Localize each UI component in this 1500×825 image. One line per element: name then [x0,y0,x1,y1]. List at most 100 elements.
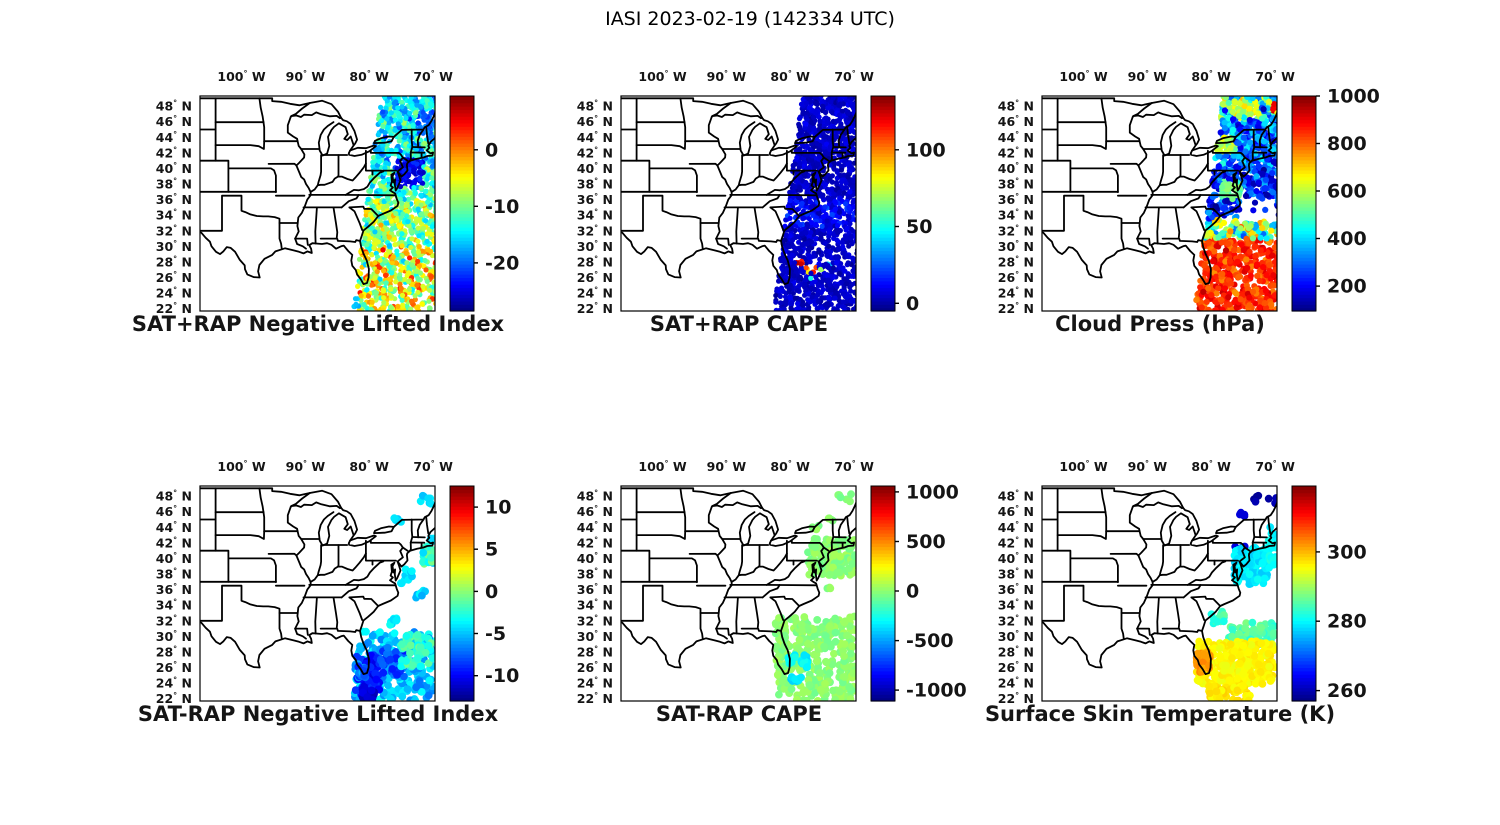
lat-tick-label: 48° N [577,489,613,504]
lon-tick-label: 80° W [349,69,389,84]
us-state-borders [1042,487,1277,675]
lat-tick-label: 30° N [998,239,1034,254]
lat-tick-label: 28° N [577,254,613,269]
colorbar-frame [1291,485,1317,702]
lat-tick-label: 26° N [577,270,613,285]
lat-tick-label: 26° N [577,660,613,675]
lat-tick-label: 38° N [156,177,192,192]
lat-tick-label: 38° N [998,567,1034,582]
us-state-borders [621,97,856,285]
map-frame [620,485,857,702]
panel-sat-plus-rap-nli: 100° W 90° W 80° W 70° W 48° N 46° N 44° N 42° … [132,56,560,356]
sat-minus-rap-nli-map: 100° W 90° W 80° W 70° W 48° N46° N44° N42° … [156,459,520,706]
lat-tick-label: 24° N [156,286,192,301]
lat-tick-label: 48° N [156,489,192,504]
lon-tick-label: 70° W [1255,459,1295,474]
colorbar-tick-label: -500 [906,630,954,652]
colorbar-tick-label: 1000 [1327,86,1380,108]
colorbar-tick-label: 10 [485,497,511,519]
sat-plus-rap-nli-map: 100° W 90° W 80° W 70° W 48° N46° N44° N42° … [156,69,520,316]
lat-tick-label: 24° N [156,676,192,691]
lat-tick-label: 24° N [577,676,613,691]
figure-title: IASI 2023-02-19 (142334 UTC) [605,8,895,30]
colorbar-tick-label: 100 [906,139,946,161]
lat-tick-label: 28° N [577,644,613,659]
lat-tick-label: 36° N [156,192,192,207]
lon-tick-label: 80° W [1191,69,1231,84]
panel-title-sat-minus-rap-cape: SAT-RAP CAPE [655,702,823,726]
lat-tick-label: 34° N [577,598,613,613]
colorbar-tick-label: 300 [1327,541,1367,563]
lat-tick-label: 38° N [577,567,613,582]
colorbar-tick-label: 5 [485,539,498,561]
map-frame [1041,95,1278,312]
lat-tick-label: 38° N [998,177,1034,192]
lat-tick-label: 44° N [998,520,1034,535]
colorbar-frame [449,485,475,702]
us-state-borders [1042,97,1277,285]
colorbar-tick-label: 600 [1327,181,1367,203]
lat-tick-label: 30° N [156,239,192,254]
lat-tick-label: 28° N [156,644,192,659]
sat-minus-rap-cape-map: 100° W 90° W 80° W 70° W 48° N46° N44° N42° … [577,459,967,706]
lat-tick-label: 36° N [998,582,1034,597]
panel-sat-minus-rap-cape: 100° W 90° W 80° W 70° W 48° N 46° N 44° N 42° … [561,446,981,746]
panel-title-cloud-press: Cloud Press (hPa) [1055,312,1265,336]
lat-tick-label: 42° N [577,145,613,160]
colorbar-tick-label: 200 [1327,276,1367,298]
lat-tick-label: 48° N [998,99,1034,114]
colorbar-tick-label: 1000 [906,481,959,503]
lat-tick-label: 22° N [577,691,613,706]
lat-tick-label: 26° N [998,660,1034,675]
lat-tick-label: 24° N [998,286,1034,301]
lat-tick-label: 46° N [998,114,1034,129]
lat-tick-label: 24° N [577,286,613,301]
lat-tick-label: 40° N [577,161,613,176]
lat-tick-label: 32° N [156,613,192,628]
lat-tick-label: 44° N [577,130,613,145]
panel-title-sat-minus-rap-nli: SAT-RAP Negative Lifted Index [137,702,499,726]
lat-tick-label: 38° N [577,177,613,192]
lon-tick-label: 90° W [1128,459,1168,474]
lat-tick-label: 26° N [156,660,192,675]
lat-tick-label: 40° N [156,161,192,176]
map-frame [620,95,857,312]
lat-tick-label: 22° N [156,691,192,706]
panel-title-sat-plus-rap-cape: SAT+RAP CAPE [649,312,829,336]
lon-tick-label: 100° W [1059,459,1107,474]
lat-tick-label: 34° N [998,598,1034,613]
lon-tick-label: 90° W [286,69,326,84]
data-dots [1193,96,1277,311]
lon-tick-label: 80° W [770,459,810,474]
lat-tick-label: 28° N [998,644,1034,659]
lat-tick-label: 46° N [577,504,613,519]
colorbar-frame [1291,95,1317,312]
cloud-press-map: 100° W 90° W 80° W 70° W 48° N46° N44° N42° … [998,69,1380,316]
lat-tick-label: 36° N [577,582,613,597]
map-frame [199,95,436,312]
lat-tick-label: 34° N [577,208,613,223]
colorbar-tick-label: 500 [906,531,946,553]
colorbar-tick-label: 0 [906,293,919,315]
lat-tick-label: 44° N [577,520,613,535]
panel-cloud-press: 100° W 90° W 80° W 70° W 48° N 46° N 44° N 42° … [982,56,1402,356]
lat-tick-label: 42° N [577,535,613,550]
lat-tick-label: 42° N [156,535,192,550]
panel-title-surface-skin-temp: Surface Skin Temperature (K) [984,702,1336,726]
lat-tick-label: 36° N [998,192,1034,207]
lon-tick-label: 80° W [1191,459,1231,474]
lat-tick-label: 22° N [998,691,1034,706]
lat-tick-label: 30° N [156,629,192,644]
lat-tick-label: 42° N [156,145,192,160]
colorbar-tick-label: 260 [1327,680,1367,702]
lat-tick-label: 40° N [998,161,1034,176]
lat-tick-label: 42° N [998,145,1034,160]
lat-tick-label: 24° N [998,676,1034,691]
lat-tick-label: 30° N [998,629,1034,644]
lon-tick-label: 100° W [217,459,265,474]
colorbar-tick-label: -10 [485,196,519,218]
colorbar-tick-label: -20 [485,252,519,274]
lat-tick-label: 32° N [156,223,192,238]
lat-tick-label: 46° N [998,504,1034,519]
